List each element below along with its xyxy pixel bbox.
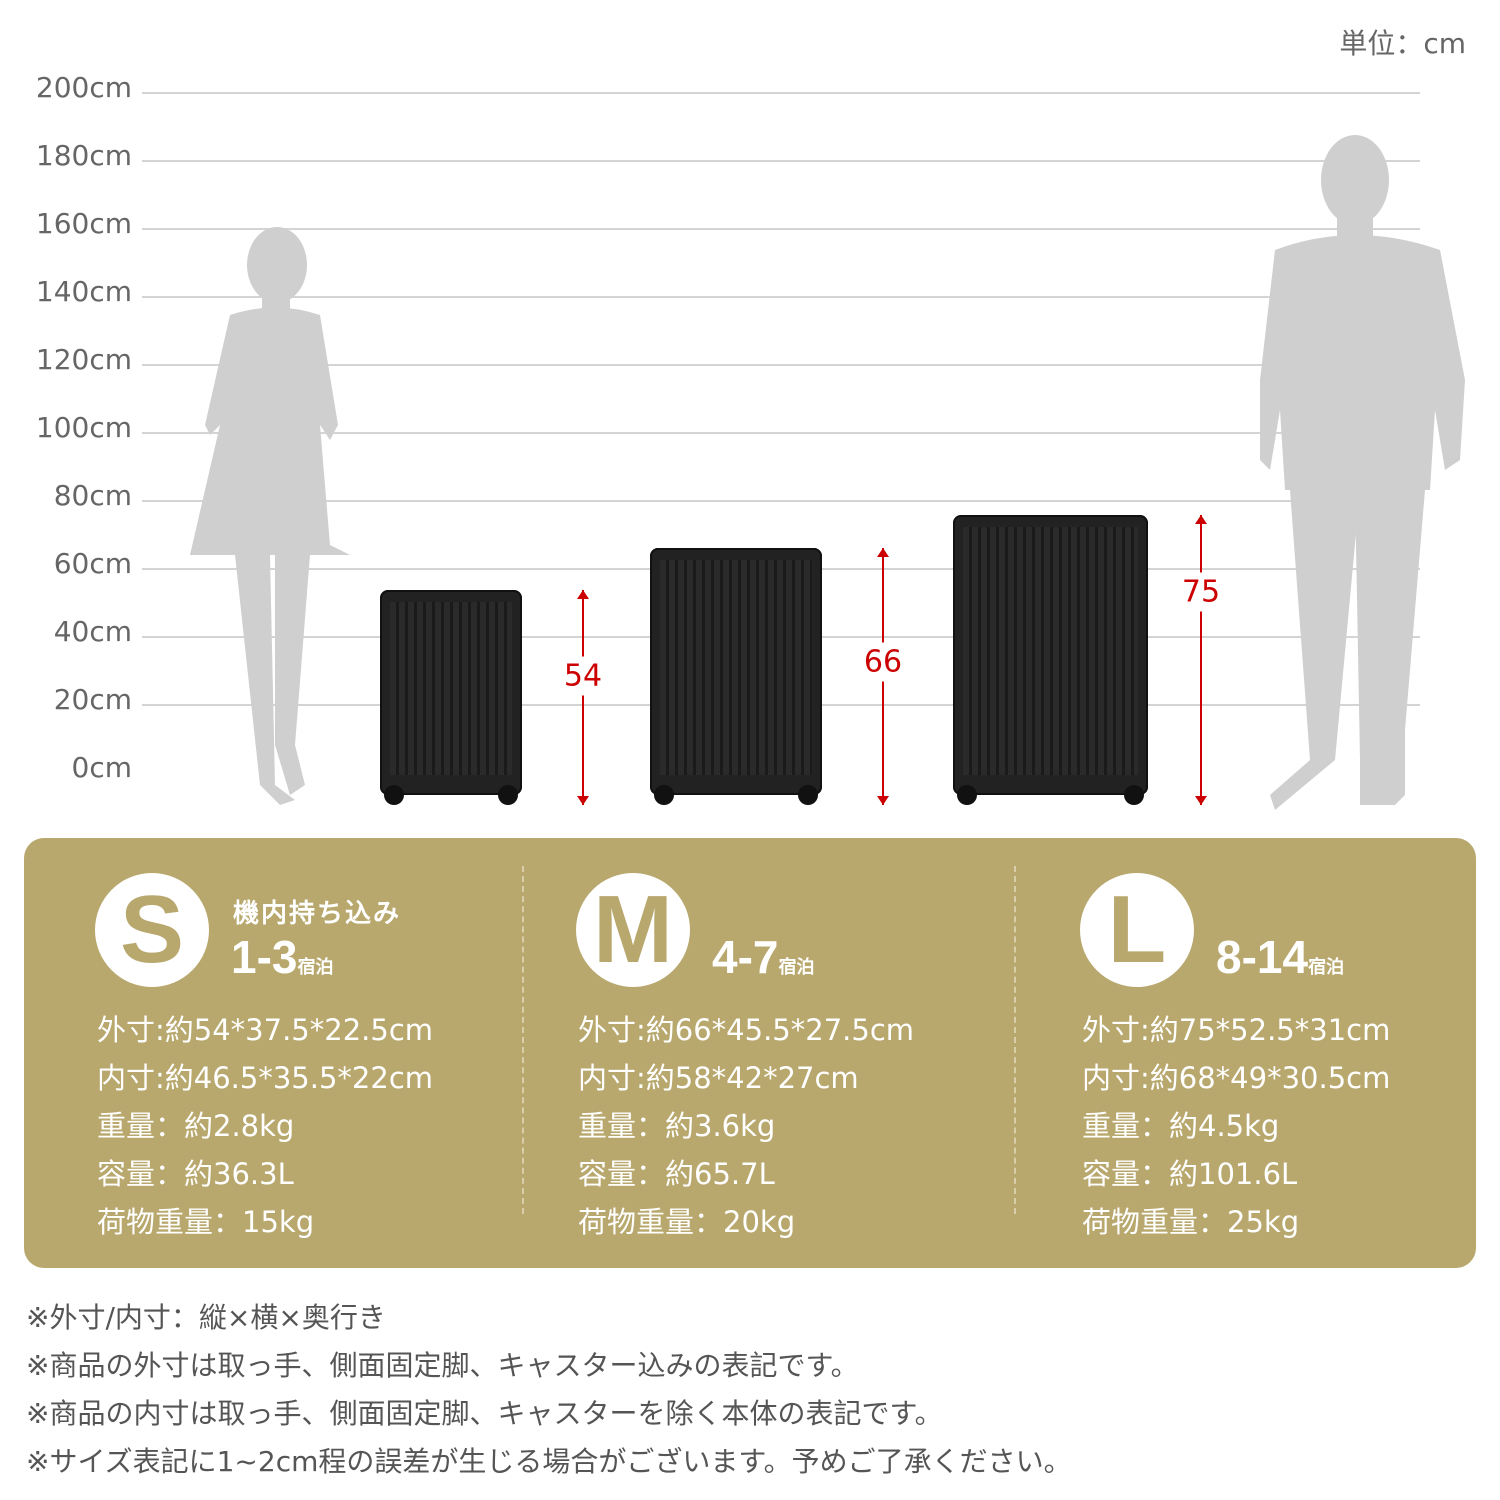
arrow-up-icon xyxy=(577,590,589,599)
dimension-line xyxy=(582,590,584,805)
note-4: ※サイズ表記に1~2cm程の誤差が生じる場合がございます。予めご了承ください。 xyxy=(26,1445,1072,1478)
gridline xyxy=(142,160,1420,162)
man-silhouette xyxy=(1260,135,1465,810)
nights-range: 8-14 xyxy=(1216,931,1309,983)
spec-item: 外寸:約75*52.5*31cm xyxy=(1082,1013,1391,1047)
y-tick-label: 200cm xyxy=(35,71,132,104)
spec-item: 容量：約36.3L xyxy=(97,1157,294,1191)
spec-item: 外寸:約66*45.5*27.5cm xyxy=(578,1013,915,1047)
arrow-down-icon xyxy=(577,796,589,805)
size-badge: S xyxy=(95,873,209,987)
suitcase-l xyxy=(953,515,1148,805)
divider xyxy=(522,866,524,1214)
suitcase-m xyxy=(650,548,822,805)
dimension-line xyxy=(1200,515,1202,805)
spec-item: 容量：約65.7L xyxy=(578,1157,775,1191)
nights-label: 1-3宿泊 xyxy=(231,930,333,984)
spec-panel: S 機内持ち込み 1-3宿泊 外寸:約54*37.5*22.5cm 内寸:約46.5*3… xyxy=(24,838,1476,1268)
spec-item: 外寸:約54*37.5*22.5cm xyxy=(97,1013,434,1047)
gridline xyxy=(142,92,1420,94)
spec-list: 外寸:約75*52.5*31cm 内寸:約68*49*30.5cm 重量：約4.5k… xyxy=(1082,1006,1390,1246)
spec-item: 重量：約3.6kg xyxy=(578,1109,776,1143)
note-3: ※商品の内寸は取っ手、側面固定脚、キャスターを除く本体の表記です。 xyxy=(26,1397,943,1430)
y-tick-label: 40cm xyxy=(53,615,132,648)
note-1: ※外寸/内寸：縦×横×奥行き xyxy=(26,1301,386,1334)
arrow-up-icon xyxy=(877,548,889,557)
height-label: 54 xyxy=(563,656,603,696)
divider xyxy=(1014,866,1016,1214)
suitcase-s xyxy=(380,590,522,805)
unit-label: 単位：cm xyxy=(1339,27,1466,60)
spec-item: 重量：約2.8kg xyxy=(97,1109,295,1143)
nights-unit: 宿泊 xyxy=(778,957,815,977)
gridline xyxy=(142,500,1420,502)
y-tick-label: 0cm xyxy=(71,751,132,784)
spec-item: 荷物重量：15kg xyxy=(97,1205,315,1239)
arrow-up-icon xyxy=(1195,515,1207,524)
y-tick-label: 20cm xyxy=(53,683,132,716)
nights-label: 8-14宿泊 xyxy=(1216,930,1344,984)
nights-range: 1-3 xyxy=(231,931,298,983)
size-badge: M xyxy=(576,873,690,987)
spec-item: 容量：約101.6L xyxy=(1082,1157,1298,1191)
woman-silhouette xyxy=(190,227,350,805)
size-badge: L xyxy=(1080,873,1194,987)
spec-list: 外寸:約66*45.5*27.5cm 内寸:約58*42*27cm 重量：約3.6k… xyxy=(578,1006,914,1246)
spec-item: 内寸:約46.5*35.5*22cm xyxy=(97,1061,434,1095)
spec-item: 内寸:約68*49*30.5cm xyxy=(1082,1061,1391,1095)
nights-unit: 宿泊 xyxy=(297,957,334,977)
nights-unit: 宿泊 xyxy=(1308,957,1345,977)
nights-label: 4-7宿泊 xyxy=(712,930,814,984)
height-label: 75 xyxy=(1181,572,1221,612)
height-label: 66 xyxy=(863,642,903,682)
nights-range: 4-7 xyxy=(712,931,779,983)
spec-list: 外寸:約54*37.5*22.5cm 内寸:約46.5*35.5*22cm 重量：約… xyxy=(97,1006,433,1246)
y-tick-label: 120cm xyxy=(35,343,132,376)
note-2: ※商品の外寸は取っ手、側面固定脚、キャスター込みの表記です。 xyxy=(26,1349,859,1382)
y-tick-label: 80cm xyxy=(53,479,132,512)
spec-item: 荷物重量：20kg xyxy=(578,1205,796,1239)
y-tick-label: 140cm xyxy=(35,275,132,308)
arrow-down-icon xyxy=(877,796,889,805)
y-tick-label: 60cm xyxy=(53,547,132,580)
spec-item: 内寸:約58*42*27cm xyxy=(578,1061,859,1095)
spec-item: 荷物重量：25kg xyxy=(1082,1205,1300,1239)
arrow-down-icon xyxy=(1195,796,1207,805)
gridline xyxy=(142,296,1420,298)
carry-on-label: 機内持ち込み xyxy=(233,899,402,929)
spec-item: 重量：約4.5kg xyxy=(1082,1109,1280,1143)
gridline xyxy=(142,228,1420,230)
y-tick-label: 160cm xyxy=(35,207,132,240)
y-tick-label: 180cm xyxy=(35,139,132,172)
gridline xyxy=(142,432,1420,434)
gridline xyxy=(142,364,1420,366)
y-tick-label: 100cm xyxy=(35,411,132,444)
